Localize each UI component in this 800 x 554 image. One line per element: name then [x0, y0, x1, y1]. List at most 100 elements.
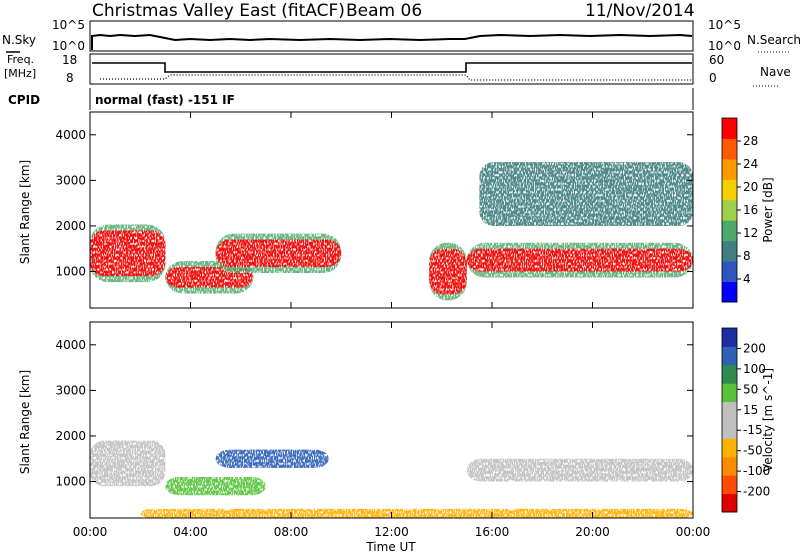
power-colorbar-tick-label: 24	[743, 157, 758, 171]
power-colorbar-swatch	[722, 158, 737, 180]
cpid-text: normal (fast) -151 IF	[95, 93, 235, 107]
cpid-label: CPID	[8, 93, 40, 107]
velocity-colorbar-swatch	[722, 383, 737, 403]
velocity-colorbar-tick-label: 15	[743, 403, 758, 417]
chart-title: Christmas Valley East (fitACF)	[92, 1, 345, 21]
power-y-ticks: 1000 2000 3000 4000	[55, 128, 693, 279]
power-blob	[466, 248, 693, 272]
velocity-colorbar-swatch	[722, 364, 737, 384]
noise-right-tick-top: 10^5	[708, 18, 741, 32]
power-colorbar-tick-label: 4	[743, 272, 751, 286]
noise-right-tick-bottom: 10^0	[708, 39, 741, 53]
velocity-y-tick-label: 4000	[55, 338, 86, 352]
velocity-y-ticks: 1000 2000 3000 4000	[55, 338, 693, 489]
date-label: 11/Nov/2014	[585, 1, 695, 21]
power-colorbar-swatch	[722, 179, 737, 201]
velocity-y-tick-label: 2000	[55, 429, 86, 443]
power-colorbar: 4 8 12 16 20 24 28	[721, 117, 758, 303]
velocity-blob	[90, 440, 166, 487]
power-colorbar-tick-label: 20	[743, 180, 758, 194]
noise-left-label: N.Sky	[2, 33, 36, 47]
x-tick-label: 20:00	[575, 525, 610, 539]
velocity-blob	[466, 458, 693, 482]
freq-label-line1: Freq.	[7, 53, 34, 66]
time-axis: 00:00 04:00 08:00 12:00 16:00 20:00 00:00	[73, 112, 711, 539]
velocity-colorbar-tick-label: -100	[743, 464, 770, 478]
velocity-y-label: Slant Range [km]	[18, 370, 32, 474]
power-y-tick-label: 4000	[55, 128, 86, 142]
power-colorbar-swatch	[722, 199, 737, 221]
beam-label: Beam 06	[346, 1, 422, 21]
power-y-label: Slant Range [km]	[18, 160, 32, 264]
velocity-colorbar-swatch	[722, 456, 737, 476]
cpid-panel: CPID normal (fast) -151 IF	[8, 88, 694, 110]
nave-line	[100, 74, 692, 81]
power-colorbar-swatch	[722, 240, 737, 262]
velocity-colorbar-swatch	[722, 475, 737, 495]
freq-left-tick-bottom: 8	[66, 71, 74, 85]
power-panel: 1000 2000 3000 4000 Slant Range [km] 4 8 12 16…	[18, 111, 775, 309]
freq-label-line2: [MHz]	[4, 67, 36, 80]
power-y-tick-label: 3000	[55, 173, 86, 187]
noise-left-tick-bottom: 10^0	[52, 39, 85, 53]
velocity-colorbar-tick-label: 200	[743, 341, 766, 355]
x-tick-label: 08:00	[274, 525, 309, 539]
velocity-colorbar-swatch	[722, 420, 737, 439]
velocity-colorbar: 200 100 50 15 -15 -50 -100 -200	[721, 327, 770, 513]
velocity-colorbar-swatch	[722, 328, 737, 347]
velocity-colorbar-swatch	[722, 346, 737, 366]
power-colorbar-tick-label: 28	[743, 134, 758, 148]
velocity-colorbar-tick-label: 100	[743, 362, 766, 376]
power-colorbar-swatch	[722, 220, 737, 242]
power-blob	[215, 239, 342, 267]
velocity-y-tick-label: 1000	[55, 475, 86, 489]
velocity-colorbar-swatch	[722, 493, 737, 513]
velocity-colorbar-tick-label: -15	[743, 423, 763, 437]
noise-panel-frame	[89, 20, 694, 52]
x-tick-label: 16:00	[475, 525, 510, 539]
x-axis-label: Time UT	[365, 540, 416, 554]
x-tick-label: 00:00	[676, 525, 711, 539]
freq-line	[92, 62, 692, 73]
noise-panel: N.Sky N.Search 10^5 10^0 10^5 10^0	[2, 18, 800, 53]
power-colorbar-tick-label: 16	[743, 203, 758, 217]
velocity-colorbar-label: Velocity [m s^-1]	[761, 368, 775, 472]
velocity-data	[90, 440, 693, 518]
power-colorbar-tick-label: 8	[743, 249, 751, 263]
power-blob	[90, 230, 166, 277]
power-y-tick-label: 2000	[55, 219, 86, 233]
power-data	[90, 162, 693, 301]
power-colorbar-swatch	[722, 118, 737, 139]
velocity-colorbar-tick-label: -200	[743, 485, 770, 499]
velocity-blob	[215, 449, 329, 468]
freq-panel-frame	[89, 53, 694, 85]
freq-left-tick-top: 18	[62, 53, 77, 67]
velocity-colorbar-tick-label: 50	[743, 382, 758, 396]
noise-sky-line	[91, 33, 693, 50]
freq-right-label: Nave	[760, 65, 791, 79]
power-colorbar-swatch	[722, 138, 737, 160]
freq-right-tick-top: 60	[709, 53, 724, 67]
power-blob	[429, 248, 467, 295]
velocity-blob	[140, 508, 693, 518]
velocity-colorbar-swatch	[722, 438, 737, 458]
power-colorbar-tick-label: 12	[743, 226, 758, 240]
power-y-tick-label: 1000	[55, 265, 86, 279]
noise-left-tick-top: 10^5	[52, 18, 85, 32]
power-colorbar-swatch	[722, 281, 737, 303]
velocity-colorbar-frame	[721, 327, 738, 513]
velocity-colorbar-swatch	[722, 401, 737, 421]
freq-right-tick-bottom: 0	[709, 71, 717, 85]
velocity-y-tick-label: 3000	[55, 383, 86, 397]
freq-panel: Freq. [MHz] Nave 18 8 60 0	[4, 53, 791, 87]
velocity-blob	[165, 476, 266, 496]
power-colorbar-label: Power [dB]	[761, 177, 775, 242]
x-tick-label: 04:00	[173, 525, 208, 539]
power-blob	[479, 162, 693, 226]
x-tick-label: 12:00	[374, 525, 409, 539]
velocity-panel: 1000 2000 3000 4000 Slant Range [km] 200 100…	[18, 321, 775, 519]
x-tick-label: 00:00	[73, 525, 108, 539]
velocity-colorbar-tick-label: -50	[743, 444, 763, 458]
power-colorbar-swatch	[722, 261, 737, 283]
